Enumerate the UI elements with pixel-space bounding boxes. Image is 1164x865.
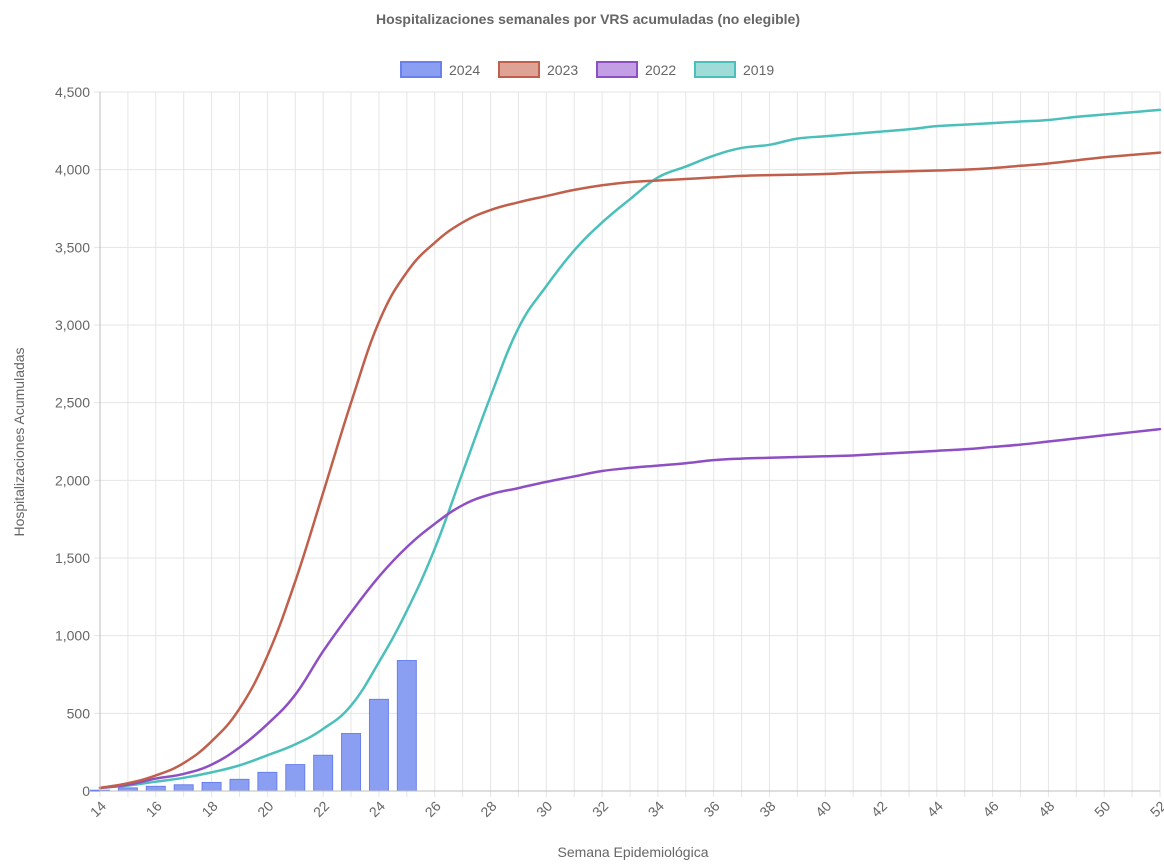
- x-tick-label: 22: [310, 798, 332, 820]
- legend-item-2022[interactable]: 2022: [596, 61, 676, 78]
- y-tick-label: 1,500: [55, 550, 90, 566]
- y-axis-ticks: 0 500 1,000 1,500 2,000 2,500 3,000 3,500 4,000 4…: [55, 84, 90, 799]
- x-tick-label: 32: [589, 798, 611, 820]
- y-tick-label: 1,000: [55, 628, 90, 644]
- legend-swatch-2024: [400, 61, 442, 78]
- y-tick-label: 500: [67, 705, 91, 721]
- x-tick-label: 20: [254, 798, 276, 820]
- x-tick-label: 46: [979, 798, 1001, 820]
- line-series-2023[interactable]: [98, 151, 1162, 790]
- y-tick-label: 3,500: [55, 239, 90, 255]
- line-series-2019[interactable]: [98, 108, 1162, 790]
- legend[interactable]: 2024 2023 2022 2019: [400, 61, 774, 78]
- x-tick-label: 18: [198, 798, 220, 820]
- x-tick-label: 34: [645, 798, 667, 820]
- bar-2024-week-23[interactable]: [341, 733, 362, 792]
- x-tick-label: 40: [812, 798, 834, 820]
- legend-label-2019: 2019: [743, 62, 774, 78]
- x-tick-label: 52: [1147, 798, 1164, 820]
- legend-item-2019[interactable]: 2019: [694, 61, 774, 78]
- x-tick-label: 48: [1035, 798, 1057, 820]
- x-tick-label: 24: [366, 798, 388, 820]
- bar-2024-week-19[interactable]: [229, 778, 250, 792]
- bar-2024-week-21[interactable]: [285, 764, 306, 792]
- y-tick-label: 4,500: [55, 84, 90, 100]
- y-tick-label: 3,000: [55, 317, 90, 333]
- x-axis-title: Semana Epidemiológica: [558, 844, 709, 860]
- bar-2024-week-24[interactable]: [368, 698, 389, 792]
- line-series-2022[interactable]: [98, 427, 1162, 790]
- y-tick-label: 0: [82, 783, 90, 799]
- x-tick-label: 30: [533, 798, 555, 820]
- legend-swatch-2019: [694, 61, 736, 78]
- x-tick-label: 44: [924, 798, 946, 820]
- grid-lines: [94, 91, 1161, 797]
- legend-item-2023[interactable]: 2023: [498, 61, 578, 78]
- line-series[interactable]: [98, 108, 1162, 790]
- legend-label-2024: 2024: [449, 62, 480, 78]
- bar-2024-week-25[interactable]: [396, 660, 417, 792]
- y-tick-label: 2,000: [55, 472, 90, 488]
- x-tick-label: 42: [868, 798, 890, 820]
- y-axis-title: Hospitalizaciones Acumuladas: [11, 347, 27, 536]
- legend-swatch-2023: [498, 61, 540, 78]
- legend-label-2023: 2023: [547, 62, 578, 78]
- x-tick-label: 26: [422, 798, 444, 820]
- x-tick-label: 38: [756, 798, 778, 820]
- bar-2024-week-16[interactable]: [145, 785, 166, 792]
- x-tick-label: 16: [143, 798, 165, 820]
- bar-2024-week-22[interactable]: [313, 754, 334, 792]
- legend-item-2024[interactable]: 2024: [400, 61, 480, 78]
- x-tick-label: 50: [1091, 798, 1113, 820]
- chart-title: Hospitalizaciones semanales por VRS acum…: [376, 11, 800, 27]
- x-tick-label: 14: [87, 798, 109, 820]
- bar-2024-week-20[interactable]: [257, 771, 278, 792]
- y-tick-label: 2,500: [55, 395, 90, 411]
- bar-2024-week-18[interactable]: [201, 781, 222, 792]
- legend-swatch-2022: [596, 61, 638, 78]
- y-tick-label: 4,000: [55, 162, 90, 178]
- x-axis-ticks: 14 16 18 20 22 24 26 28 30 32 34 36 38 40 42 44 46 48 50 52: [87, 798, 1164, 820]
- x-tick-label: 36: [700, 798, 722, 820]
- legend-label-2022: 2022: [645, 62, 676, 78]
- x-tick-label: 28: [477, 798, 499, 820]
- bar-2024-week-17[interactable]: [173, 784, 194, 792]
